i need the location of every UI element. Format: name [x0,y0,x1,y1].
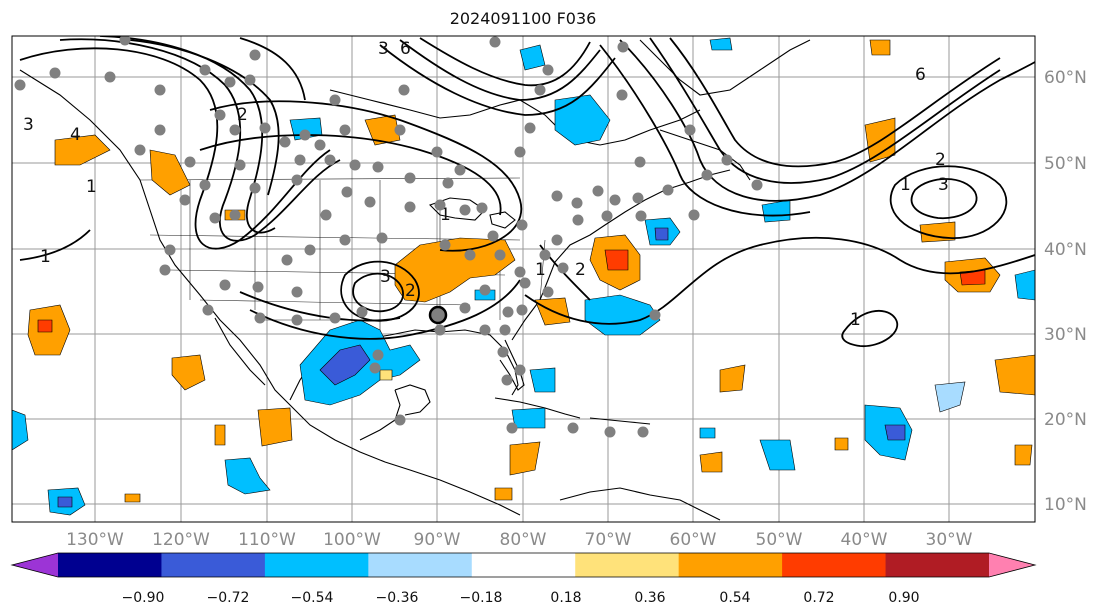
lon-label: 30°W [926,530,973,550]
lon-label: 130°W [66,530,124,550]
colorbar-tick-label: 0.54 [719,590,750,606]
lat-label: 40°N [1044,240,1087,260]
contour-label: 1 [440,205,451,225]
contour-label: 1 [535,260,546,280]
storm-center-marker [428,305,448,325]
contours [19,36,1035,347]
lat-label: 10°N [1044,495,1087,515]
lat-label: 30°N [1044,325,1087,345]
colorbar-tick-label: 0.72 [803,590,834,606]
contour-label: 6 [915,65,926,85]
colorbar-labels: −0.90 −0.72 −0.54 −0.36 −0.18 0.18 0.36 … [122,590,920,606]
colorbar-tick-label: −0.18 [460,590,503,606]
colorbar-segment [885,553,990,577]
contour-label: 2 [405,281,416,301]
lon-label: 40°W [841,530,888,550]
map-frame [11,35,1036,523]
contour-label: 3 [938,175,949,195]
colorbar-tick-label: −0.54 [291,590,334,606]
contour-label: 1 [900,175,911,195]
colorbar-tick-label: 0.18 [550,590,581,606]
colorbar-tick-label: −0.90 [122,590,165,606]
contour-label: 4 [70,125,81,145]
lat-label: 20°N [1044,410,1087,430]
contour-label: 3 [380,267,391,287]
lon-label: 70°W [585,530,632,550]
contour-label: 3 [23,115,34,135]
contour-label: 1 [850,310,861,330]
station-dots [14,36,763,438]
colorbar-tick-label: 0.90 [888,590,919,606]
lon-labels: 130°W 120°W 110°W 100°W 90°W 80°W 70°W 6… [66,530,973,550]
colorbar-segment [575,553,680,577]
colorbar-tick-label: −0.72 [207,590,250,606]
contour-label: 1 [40,247,51,267]
colorbar-segment [471,553,576,577]
positive-anomalies [27,39,1035,503]
lon-label: 120°W [152,530,210,550]
contour-label: 2 [575,260,586,280]
colorbar [10,552,1037,578]
colorbar-segment [678,553,783,577]
colorbar-tick-label: 0.36 [634,590,665,606]
contour-label: 3 [378,39,389,59]
colorbar-outline [10,552,1037,578]
lon-label: 80°W [500,530,547,550]
contour-label: 2 [935,150,946,170]
colorbar-segment [782,553,887,577]
lon-label: 90°W [414,530,461,550]
map-title: 2024091100 F036 [449,9,597,28]
colorbar-extend-max [989,553,1035,577]
lat-label: 60°N [1044,68,1087,88]
contour-label: 1 [86,177,97,197]
colorbar-segment [264,553,369,577]
contour-label: 2 [237,105,248,125]
lon-label: 50°W [756,530,803,550]
colorbar-extend-min [12,553,58,577]
lon-label: 60°W [670,530,717,550]
contour-label: 6 [400,39,411,59]
colorbar-segment [368,553,473,577]
lat-labels: 60°N 50°N 40°N 30°N 20°N 10°N [1044,68,1087,515]
contour-labels: 3 6 2 1 4 3 2 1 1 3 2 1 1 2 3 6 1 [23,39,949,330]
lon-label: 100°W [323,530,381,550]
lon-label: 110°W [238,530,296,550]
colorbar-segment [58,553,162,577]
colorbar-tick-label: −0.36 [376,590,419,606]
negative-anomalies [12,37,1035,516]
colorbar-segment [161,553,266,577]
lat-label: 50°N [1044,154,1087,174]
